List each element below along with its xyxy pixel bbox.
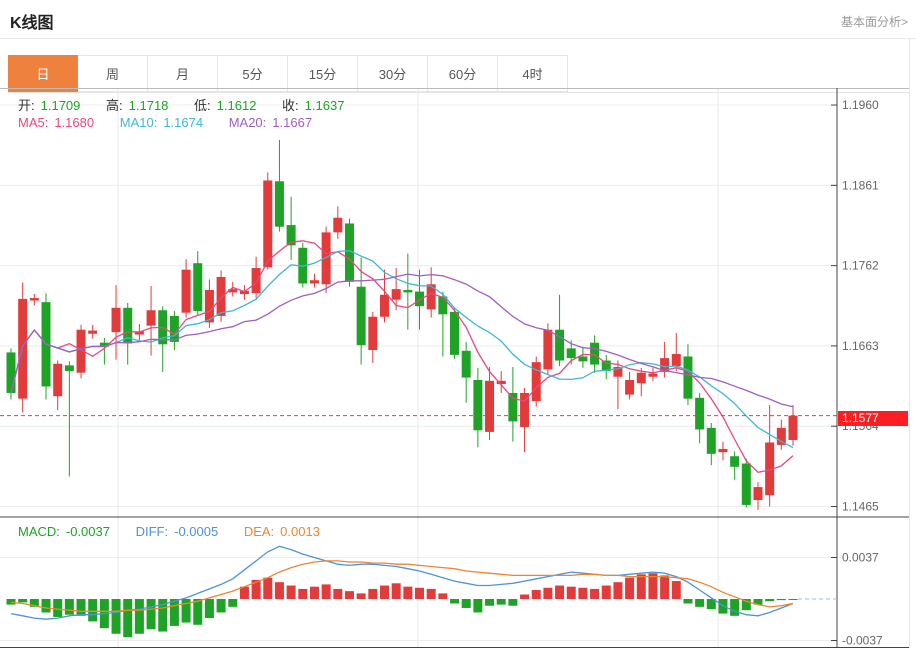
svg-text:1.1861: 1.1861 [842,178,879,192]
close-value: 1.1637 [304,98,345,113]
open-label: 开: [18,98,35,113]
high-value: 1.1718 [128,98,169,113]
open-value: 1.1709 [40,98,81,113]
svg-text:-0.0037: -0.0037 [842,633,883,647]
ma10-value: 1.1674 [163,115,204,130]
kline-chart-canvas[interactable]: 1.1960 1.1861 1.1762 1.1663 1.1564 1.1465 0.00… [0,88,910,648]
period-tab-15min[interactable]: 15分 [288,55,358,92]
diff-label: DIFF: [135,524,169,539]
period-tab-week[interactable]: 周 [78,55,148,92]
fundamental-analysis-link[interactable]: 基本面分析> [840,15,908,29]
ma10-label: MA10: [119,115,158,130]
macd-label: MACD: [18,524,60,539]
svg-text:0.0037: 0.0037 [842,551,879,565]
macd-legend: MACD: -0.0037 DIFF: -0.0005 DEA: 0.0013 [18,524,326,539]
period-tab-30min[interactable]: 30分 [358,55,428,92]
high-label: 高: [106,98,123,113]
dea-label: DEA: [243,524,275,539]
period-tab-4hour[interactable]: 4时 [498,55,568,92]
ma20-value: 1.1667 [272,115,313,130]
diff-value: -0.0005 [174,524,219,539]
svg-text:1.1465: 1.1465 [842,500,879,514]
page-title: K线图 [10,15,54,32]
period-tab-5min[interactable]: 5分 [218,55,288,92]
period-tab-60min[interactable]: 60分 [428,55,498,92]
last-price-badge: 1.1577 [838,411,908,426]
macd-value: -0.0037 [65,524,110,539]
period-tab-strip: 日周月 5分 15分 30分 60分 4时 [8,55,910,93]
ma5-value: 1.1680 [54,115,95,130]
chart-svg: 1.19601.18611.17621.16631.15641.14650.00… [0,88,910,648]
ma5-label: MA5: [18,115,49,130]
ohlc-legend: 开: 1.1709 高: 1.1718 低: 1.1612 收: 1.1637 [18,95,350,114]
ma20-label: MA20: [228,115,267,130]
low-value: 1.1612 [216,98,257,113]
svg-text:1.1762: 1.1762 [842,259,879,273]
panel-right-border [909,39,910,648]
period-tab-day[interactable]: 日 [8,55,78,92]
low-label: 低: [194,98,211,113]
ma-legend: MA5: 1.1680 MA10: 1.1674 MA20: 1.1667 [18,115,318,130]
svg-text:1.1663: 1.1663 [842,339,879,353]
dea-value: 0.0013 [280,524,320,539]
svg-text:1.1960: 1.1960 [842,98,879,112]
period-tab-month[interactable]: 月 [148,55,218,92]
close-label: 收: [282,98,299,113]
header-divider [0,38,916,39]
